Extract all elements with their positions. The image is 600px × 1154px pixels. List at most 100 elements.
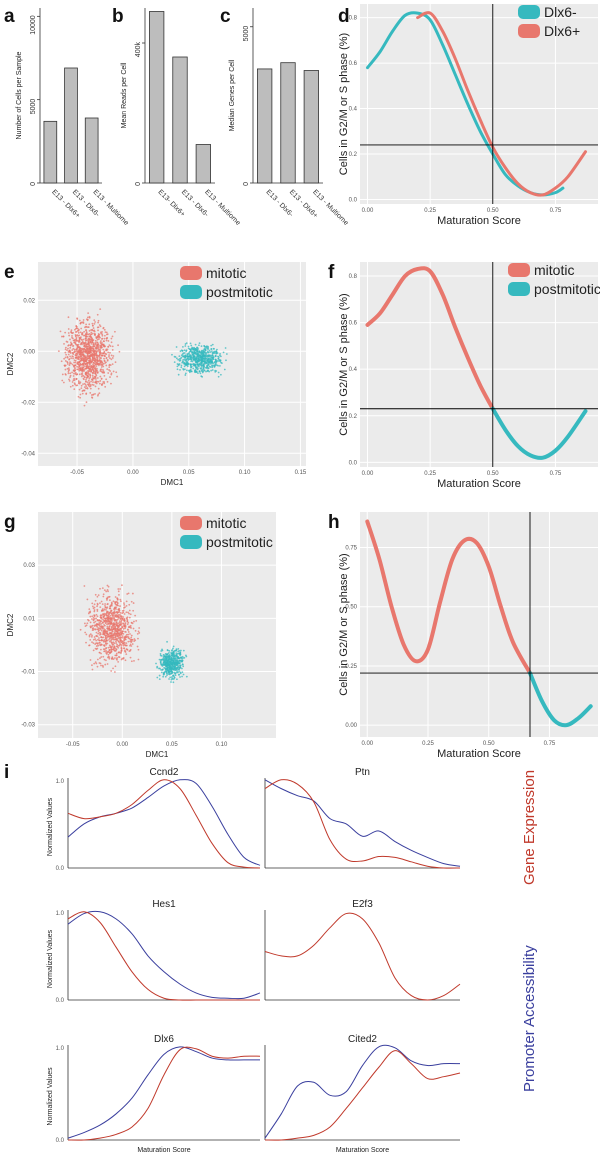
scatter-point — [103, 340, 106, 343]
legend-label: postmitotic — [206, 534, 273, 550]
legend-label: mitotic — [206, 515, 246, 531]
x-tick-label: -0.05 — [70, 470, 84, 476]
scatter-point — [122, 627, 125, 630]
scatter-point — [88, 634, 91, 637]
scatter-point — [71, 363, 74, 366]
scatter-point — [95, 634, 98, 637]
scatter-point — [102, 636, 105, 639]
scatter-point — [91, 347, 94, 350]
scatter-point — [193, 358, 196, 361]
scatter-point — [117, 660, 120, 663]
scatter-point — [104, 629, 107, 631]
scatter-point — [189, 366, 192, 368]
scatter-point — [214, 362, 217, 365]
scatter-point — [102, 618, 104, 621]
scatter-point — [96, 313, 99, 316]
scatter-point — [136, 645, 139, 648]
scatter-point — [119, 605, 121, 607]
scatter-point — [102, 595, 105, 598]
scatter-point — [125, 633, 128, 636]
accessibility-line — [264, 779, 461, 867]
scatter-point — [108, 354, 110, 356]
scatter-point — [173, 678, 175, 680]
scatter-point — [130, 645, 133, 647]
scatter-point — [98, 351, 101, 354]
scatter-point — [108, 657, 111, 660]
scatter-point — [185, 355, 188, 358]
scatter-point — [88, 315, 91, 318]
scatter-point — [98, 363, 101, 365]
scatter-point — [95, 639, 98, 642]
scatter-point — [202, 365, 205, 368]
scatter-point — [127, 592, 130, 595]
scatter-point — [85, 339, 88, 342]
scatter-point — [77, 382, 80, 385]
scatter-point — [176, 678, 178, 681]
scatter-point — [94, 624, 97, 627]
scatter-point — [99, 628, 102, 631]
expression-line — [67, 1046, 261, 1141]
scatter-point — [95, 365, 98, 368]
scatter-point — [190, 370, 193, 373]
scatter-point — [82, 364, 85, 367]
scatter-point — [197, 353, 200, 356]
scatter-point — [190, 360, 193, 363]
scatter-point — [185, 349, 188, 352]
scatter-point — [82, 334, 85, 337]
scatter-point — [97, 632, 99, 635]
scatter-point — [199, 363, 201, 366]
scatter-point — [99, 602, 101, 605]
scatter-point — [109, 605, 112, 608]
scatter-point — [79, 355, 82, 358]
scatter-point — [180, 364, 183, 367]
scatter-point — [70, 362, 73, 365]
scatter-point — [176, 670, 179, 672]
scatter-point — [188, 369, 191, 372]
scatter-point — [95, 373, 97, 376]
scatter-point — [162, 656, 165, 658]
scatter-point — [64, 364, 67, 367]
scatter-point — [174, 661, 177, 664]
scatter-point — [211, 364, 213, 367]
scatter-point — [86, 345, 89, 348]
scatter-point — [81, 368, 84, 371]
scatter-point — [75, 343, 77, 346]
scatter-point — [179, 368, 181, 371]
scatter-point — [81, 333, 83, 336]
scatter-point — [90, 342, 93, 345]
scatter-point — [97, 338, 100, 340]
scatter-point — [116, 645, 119, 648]
scatter-point — [105, 339, 108, 342]
scatter-point — [94, 620, 97, 623]
series-line-mitotic — [365, 266, 495, 411]
line-chart-h: 0.00 0.25 0.50 0.75 0.00 0.25 0.50 0.75 Maturati… — [338, 512, 598, 760]
scatter-point — [79, 368, 82, 371]
scatter-point — [91, 383, 94, 386]
scatter-point — [68, 350, 71, 352]
scatter-point — [199, 356, 202, 359]
scatter-point — [103, 617, 106, 620]
scatter-point — [66, 360, 69, 363]
scatter-point — [64, 360, 67, 362]
scatter-point — [185, 369, 188, 372]
scatter-point — [90, 333, 93, 336]
scatter-point — [102, 343, 105, 346]
scatter-point — [64, 346, 67, 349]
scatter-point — [104, 640, 107, 643]
panel-label-i: i — [4, 762, 9, 783]
scatter-point — [106, 635, 109, 638]
legend-key — [180, 516, 202, 530]
scatter-point — [177, 673, 180, 676]
scatter-point — [116, 597, 119, 600]
scatter-point — [176, 661, 179, 664]
scatter-point — [97, 332, 100, 335]
scatter-point — [62, 381, 65, 384]
scatter-point — [206, 354, 208, 357]
scatter-point — [100, 652, 102, 655]
scatter-point — [99, 375, 102, 378]
scatter-point — [62, 335, 65, 338]
scatter-point — [88, 343, 90, 346]
bar — [172, 56, 188, 184]
scatter-point — [69, 338, 71, 341]
scatter-point — [168, 663, 170, 665]
